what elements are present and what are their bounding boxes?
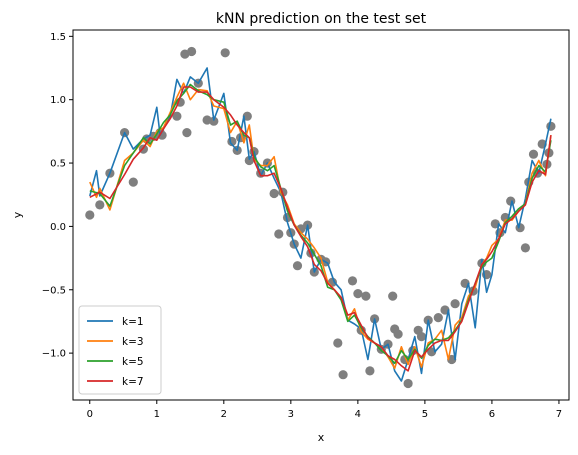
test-point-22 <box>242 111 252 121</box>
x-tick-label: 2 <box>221 409 227 420</box>
test-point-44 <box>353 289 363 299</box>
test-point-76 <box>528 149 539 159</box>
legend-label-k=7: k=7 <box>122 376 144 388</box>
test-point-28 <box>274 229 284 239</box>
legend-box <box>78 305 162 395</box>
test-point-1 <box>95 200 105 210</box>
test-point-18 <box>220 48 230 58</box>
y-tick-label: −1.0 <box>42 349 66 360</box>
y-tick-label: 0.0 <box>50 222 66 233</box>
test-point-53 <box>393 329 403 339</box>
x-tick-label: 0 <box>87 409 93 420</box>
legend-label-k=3: k=3 <box>122 336 144 348</box>
x-tick-label: 6 <box>489 409 495 420</box>
legend-label-k=1: k=1 <box>122 316 144 328</box>
test-point-61 <box>433 313 443 323</box>
x-tick-label: 5 <box>422 409 428 420</box>
legend: k=1 k=3 k=5 k=7 <box>78 305 162 395</box>
test-point-74 <box>520 243 531 253</box>
test-point-43 <box>347 276 358 286</box>
test-point-81 <box>546 121 556 131</box>
x-tick-label: 3 <box>288 409 294 420</box>
chart-title: kNN prediction on the test set <box>216 11 427 27</box>
plot-frame <box>72 29 570 401</box>
test-point-27 <box>269 188 279 199</box>
test-point-13 <box>182 128 192 138</box>
test-point-58 <box>416 332 427 342</box>
test-point-4 <box>128 177 138 187</box>
test-point-64 <box>450 299 460 309</box>
x-tick-label: 7 <box>556 409 562 420</box>
test-point-42 <box>338 370 348 380</box>
test-point-55 <box>403 378 413 389</box>
test-point-33 <box>292 261 303 271</box>
test-point-46 <box>361 291 371 301</box>
legend-label-k=5: k=5 <box>122 356 144 368</box>
test-point-14 <box>187 46 197 57</box>
test-point-47 <box>365 366 375 376</box>
y-tick-label: −0.5 <box>42 285 66 296</box>
test-point-23 <box>244 155 254 166</box>
test-point-0 <box>85 210 95 220</box>
test-point-41 <box>333 338 343 348</box>
x-tick-label: 4 <box>355 409 361 420</box>
test-point-17 <box>209 116 219 126</box>
x-tick-label: 1 <box>154 409 160 420</box>
test-point-51 <box>388 291 398 301</box>
x-axis-label: x <box>318 431 325 444</box>
series-line-k=7 <box>89 86 552 372</box>
y-tick-label: 1.5 <box>50 32 66 43</box>
y-tick-label: 0.5 <box>50 159 66 170</box>
test-point-10 <box>172 111 182 121</box>
y-tick-label: 1.0 <box>50 95 66 106</box>
y-axis-label: y <box>11 211 24 218</box>
